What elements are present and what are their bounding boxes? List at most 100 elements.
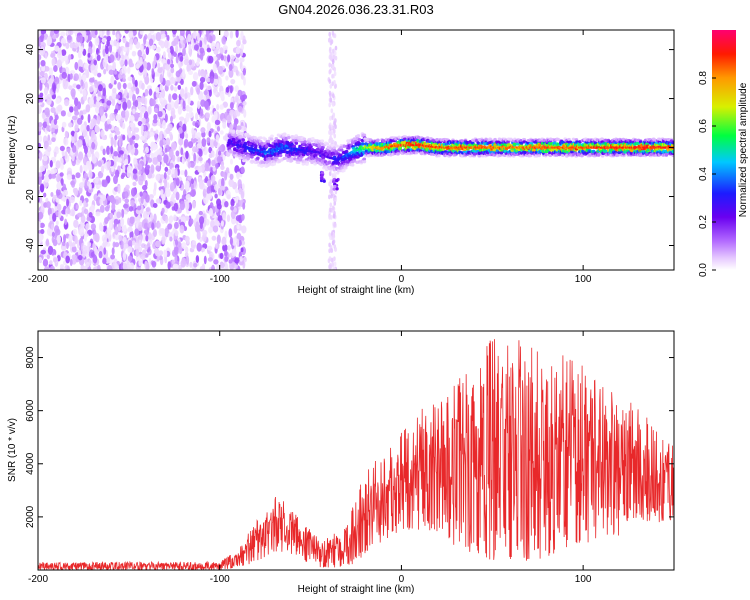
noise-speckle bbox=[132, 181, 137, 187]
noise-speckle bbox=[183, 39, 187, 44]
noise-speckle bbox=[106, 100, 112, 106]
noise-speckle bbox=[215, 163, 219, 169]
noise-speckle bbox=[150, 152, 155, 160]
band-speckle bbox=[329, 84, 333, 89]
noise-speckle bbox=[192, 137, 197, 143]
noise-speckle bbox=[234, 257, 240, 263]
ridge-cell bbox=[310, 160, 314, 165]
ridge-cell bbox=[460, 139, 465, 143]
noise-speckle bbox=[208, 88, 212, 97]
noise-speckle bbox=[92, 242, 96, 249]
noise-speckle bbox=[127, 82, 132, 90]
noise-speckle bbox=[56, 59, 62, 68]
noise-speckle bbox=[133, 157, 137, 165]
noise-speckle bbox=[189, 261, 193, 268]
noise-speckle bbox=[74, 110, 80, 116]
noise-speckle bbox=[146, 242, 151, 248]
band-speckle bbox=[333, 84, 337, 90]
noise-speckle bbox=[156, 173, 161, 182]
ridge-cell bbox=[269, 137, 274, 141]
noise-speckle bbox=[179, 55, 184, 62]
noise-speckle bbox=[178, 246, 183, 255]
noise-speckle bbox=[43, 266, 50, 270]
ridge-cell bbox=[362, 133, 367, 137]
noise-speckle bbox=[52, 84, 56, 94]
noise-speckle bbox=[77, 151, 84, 161]
noise-speckle bbox=[183, 226, 188, 232]
noise-speckle bbox=[45, 238, 50, 247]
noise-speckle bbox=[120, 261, 124, 270]
band-speckle bbox=[332, 197, 336, 202]
noise-speckle bbox=[114, 134, 118, 141]
noise-speckle bbox=[100, 114, 107, 123]
noise-speckle bbox=[59, 172, 64, 177]
noise-speckle bbox=[137, 163, 143, 171]
noise-speckle bbox=[65, 255, 70, 264]
noise-speckle bbox=[155, 198, 162, 204]
noise-speckle bbox=[136, 60, 142, 68]
noise-speckle bbox=[72, 228, 78, 236]
noise-speckle bbox=[107, 161, 111, 171]
noise-speckle bbox=[106, 264, 113, 270]
noise-speckle bbox=[161, 236, 166, 245]
ridge-cell bbox=[342, 144, 347, 148]
noise-speckle bbox=[222, 243, 228, 252]
noise-speckle bbox=[87, 162, 93, 172]
band-speckle bbox=[328, 207, 332, 213]
ridge-cell bbox=[482, 148, 487, 152]
noise-speckle bbox=[162, 213, 167, 221]
noise-speckle bbox=[174, 169, 178, 179]
noise-speckle bbox=[129, 230, 134, 240]
noise-speckle bbox=[178, 62, 182, 69]
noise-speckle bbox=[46, 201, 51, 209]
noise-speckle bbox=[236, 224, 240, 230]
noise-speckle bbox=[225, 75, 229, 81]
noise-speckle bbox=[102, 102, 107, 108]
noise-speckle bbox=[96, 115, 101, 125]
noise-speckle bbox=[214, 220, 220, 228]
noise-speckle bbox=[125, 110, 130, 119]
noise-speckle bbox=[182, 47, 186, 57]
noise-speckle bbox=[102, 87, 107, 97]
noise-speckle bbox=[38, 172, 43, 178]
noise-speckle bbox=[165, 201, 171, 209]
noise-speckle bbox=[39, 81, 43, 92]
noise-speckle bbox=[131, 240, 136, 246]
noise-speckle bbox=[206, 245, 213, 251]
band-speckle bbox=[334, 118, 337, 124]
noise-speckle bbox=[198, 180, 204, 190]
noise-speckle bbox=[38, 152, 43, 159]
noise-speckle bbox=[196, 87, 200, 95]
noise-speckle bbox=[190, 38, 194, 46]
noise-speckle bbox=[78, 66, 82, 72]
noise-speckle bbox=[38, 221, 41, 230]
noise-speckle bbox=[152, 229, 157, 237]
noise-speckle bbox=[192, 30, 197, 39]
ridge-cell bbox=[282, 132, 287, 136]
noise-speckle bbox=[123, 262, 127, 268]
noise-speckle bbox=[224, 200, 229, 208]
noise-speckle bbox=[155, 251, 161, 257]
noise-speckle bbox=[197, 69, 202, 77]
noise-speckle bbox=[86, 244, 90, 254]
ridge-cell bbox=[270, 134, 274, 138]
noise-speckle bbox=[51, 223, 54, 231]
noise-speckle bbox=[67, 30, 74, 36]
ridge-cell bbox=[331, 143, 335, 148]
noise-speckle bbox=[146, 62, 152, 71]
noise-speckle bbox=[38, 122, 43, 128]
noise-speckle bbox=[99, 204, 105, 213]
noise-speckle bbox=[38, 60, 41, 69]
noise-speckle bbox=[210, 42, 216, 50]
noise-speckle bbox=[48, 173, 53, 180]
noise-speckle bbox=[49, 260, 53, 265]
noise-speckle bbox=[187, 161, 191, 169]
noise-speckle bbox=[39, 92, 44, 98]
noise-speckle bbox=[200, 127, 206, 133]
noise-speckle bbox=[64, 218, 68, 225]
noise-speckle bbox=[55, 197, 60, 203]
noise-speckle bbox=[198, 156, 203, 162]
noise-speckle bbox=[193, 262, 198, 268]
noise-speckle bbox=[139, 191, 143, 197]
